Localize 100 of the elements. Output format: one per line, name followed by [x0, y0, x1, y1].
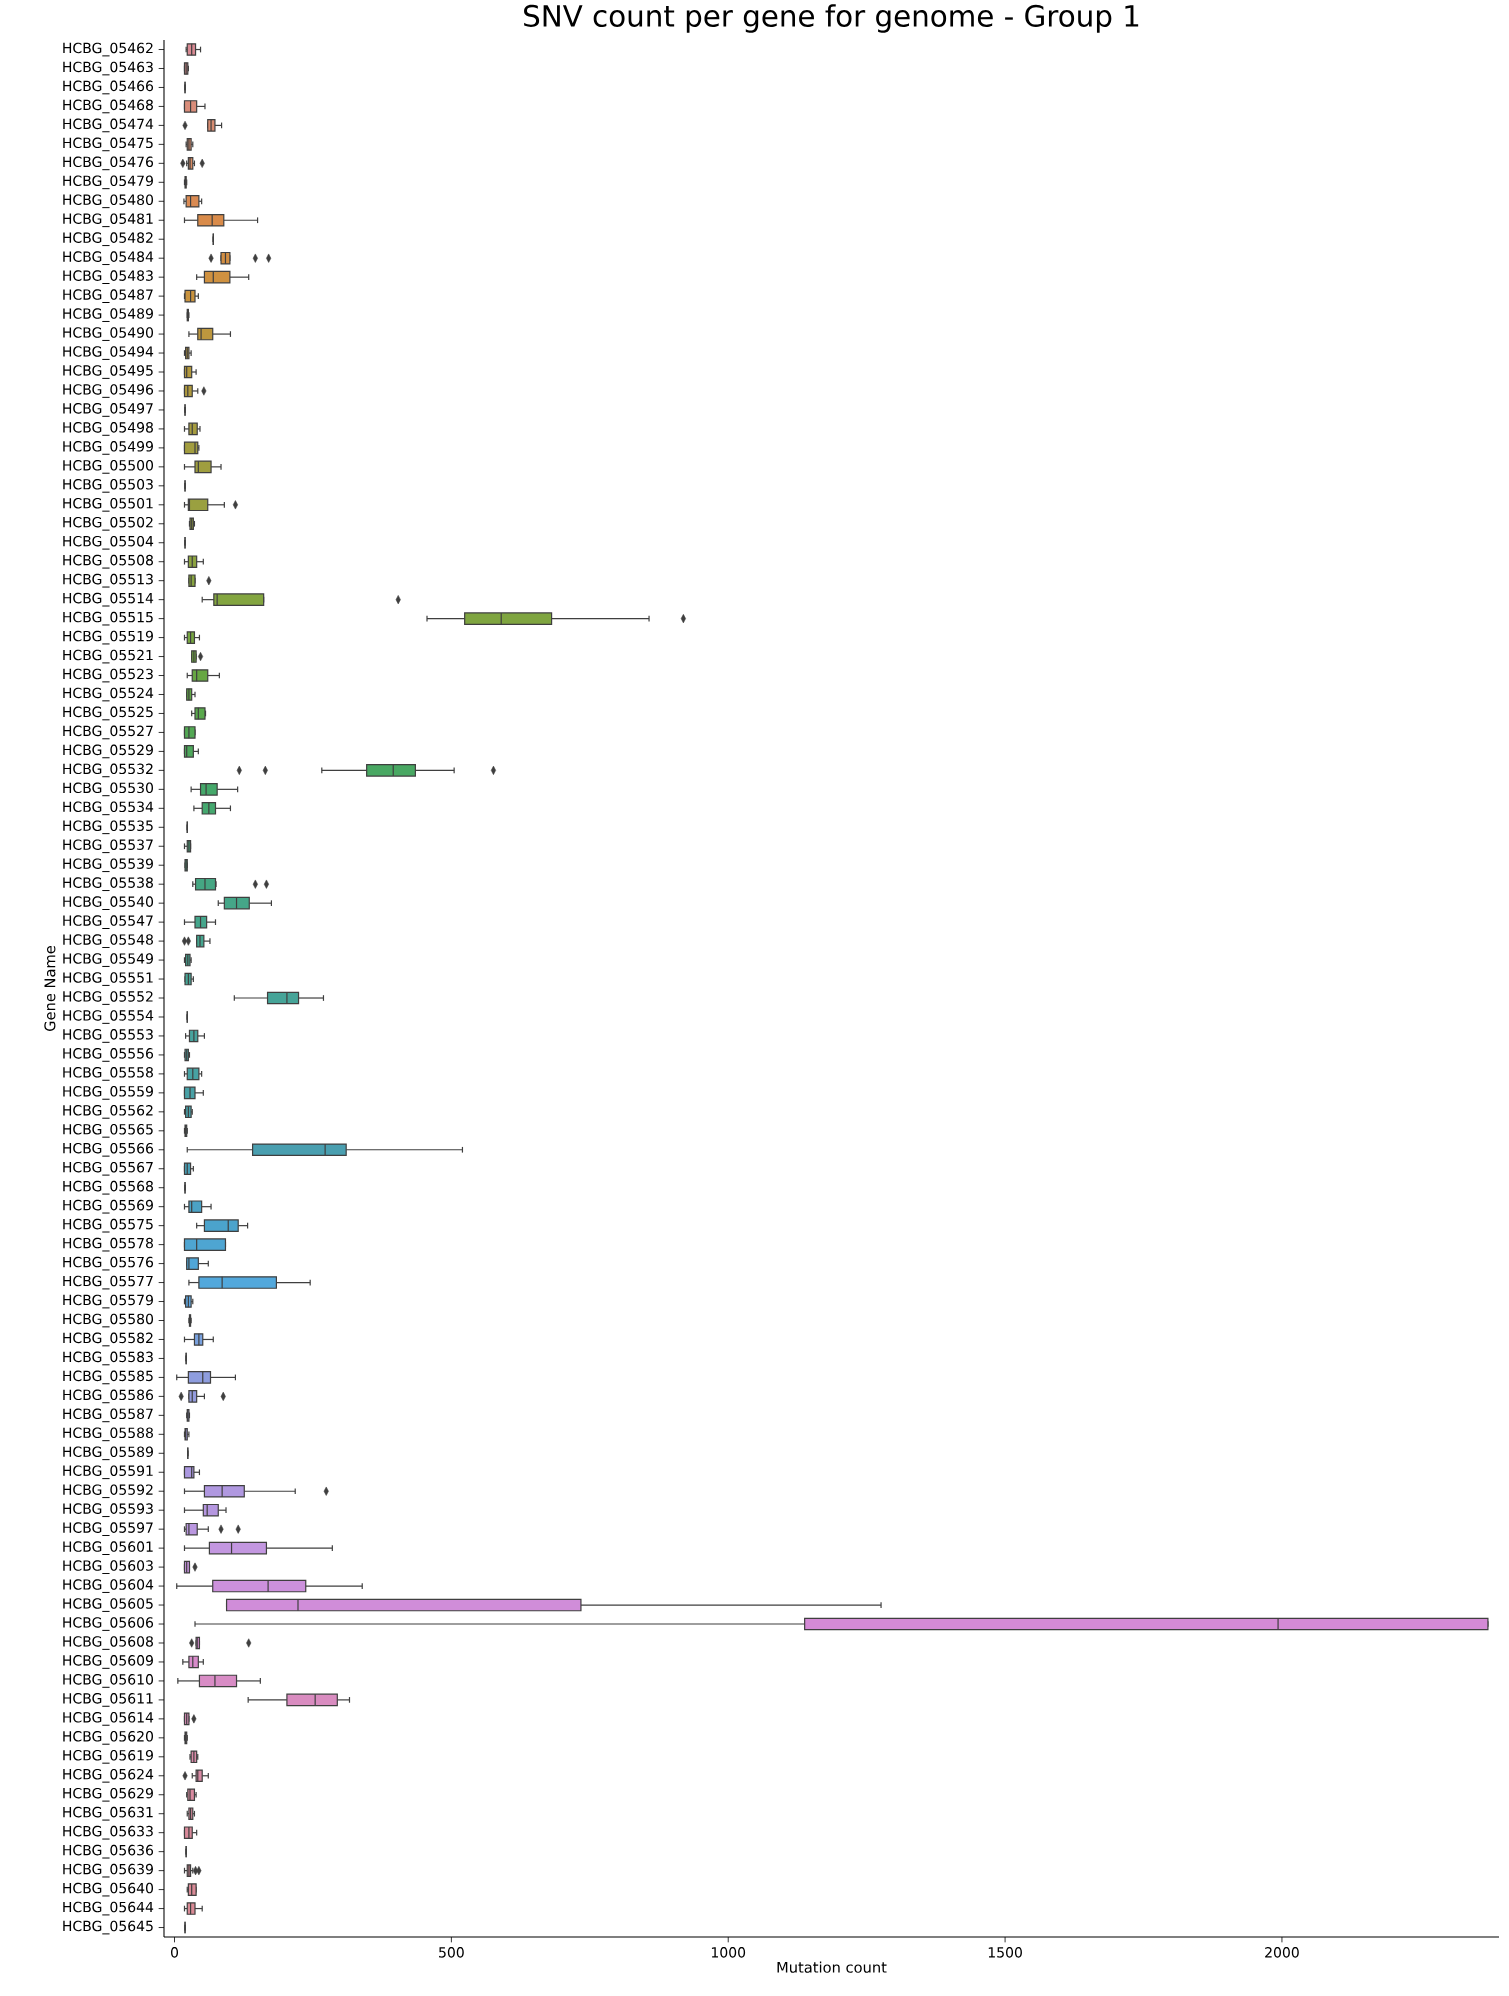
y-tick-label: HCBG_05468	[63, 99, 153, 114]
chart-title: SNV count per gene for genome - Group 1	[524, 4, 1139, 33]
y-tick-label: HCBG_05614	[63, 1712, 154, 1726]
y-tick-label: HCBG_05556	[63, 1048, 154, 1062]
y-tick-label: HCBG_05495	[63, 365, 153, 379]
y-tick-label: HCBG_05569	[63, 1199, 153, 1214]
y-tick-label: HCBG_05605	[63, 1598, 153, 1612]
y-tick-label: HCBG_05535	[63, 820, 153, 835]
y-tick-label: HCBG_05611	[63, 1693, 153, 1707]
y-tick-label: HCBG_05483	[63, 270, 153, 285]
y-tick-label: HCBG_05534	[63, 801, 154, 816]
y-tick-label: HCBG_05633	[63, 1825, 153, 1840]
y-tick-label: HCBG_05540	[63, 896, 154, 911]
y-tick-label: HCBG_05484	[63, 251, 154, 266]
y-tick-label: HCBG_05575	[63, 1218, 153, 1233]
y-tick-label: HCBG_05609	[63, 1655, 153, 1669]
y-tick-label: HCBG_05562	[63, 1104, 153, 1119]
y-tick-label: HCBG_05521	[63, 649, 153, 664]
y-tick-label: HCBG_05482	[63, 232, 153, 247]
y-tick-label: HCBG_05480	[63, 194, 154, 209]
x-tick-label: 1500	[988, 1947, 1022, 1958]
y-tick-label: HCBG_05585	[63, 1370, 153, 1385]
y-tick-label: HCBG_05497	[63, 403, 153, 417]
y-tick-label: HCBG_05624	[63, 1768, 154, 1783]
y-tick-label: HCBG_05586	[63, 1389, 154, 1404]
y-tick-label: HCBG_05591	[63, 1465, 153, 1480]
y-tick-label: HCBG_05500	[63, 460, 154, 474]
y-tick-label: HCBG_05494	[63, 346, 154, 360]
y-tick-label: HCBG_05514	[63, 592, 154, 607]
y-tick-label: HCBG_05558	[63, 1067, 153, 1081]
y-tick-label: HCBG_05629	[63, 1787, 153, 1802]
y-tick-label: HCBG_05530	[63, 782, 154, 797]
y-tick-label: HCBG_05529	[63, 744, 153, 759]
y-tick-label: HCBG_05474	[63, 118, 154, 133]
x-tick-label: 0	[170, 1947, 179, 1958]
x-tick-label: 500	[439, 1947, 464, 1958]
y-tick-label: HCBG_05566	[63, 1142, 154, 1157]
y-tick-label: HCBG_05476	[63, 156, 154, 171]
y-tick-label: HCBG_05525	[63, 706, 153, 721]
y-tick-label: HCBG_05592	[63, 1484, 153, 1499]
y-tick-label: HCBG_05515	[63, 611, 153, 626]
y-tick-label: HCBG_05583	[63, 1351, 153, 1366]
y-tick-label: HCBG_05504	[63, 535, 154, 550]
y-tick-label: HCBG_05604	[63, 1579, 154, 1593]
y-tick-label: HCBG_05490	[63, 327, 154, 341]
x-tick-label: 2000	[1265, 1947, 1299, 1958]
x-tick-label: 1000	[711, 1947, 746, 1958]
y-tick-label: HCBG_05466	[63, 80, 154, 95]
y-tick-label: HCBG_05580	[63, 1313, 154, 1328]
y-tick-label: HCBG_05496	[63, 384, 154, 398]
y-tick-label: HCBG_05489	[63, 308, 153, 322]
y-tick-label: HCBG_05475	[63, 137, 153, 152]
y-tick-label: HCBG_05548	[63, 934, 153, 948]
y-tick-label: HCBG_05565	[63, 1123, 153, 1138]
y-tick-label: HCBG_05579	[63, 1294, 153, 1309]
y-tick-label: HCBG_05519	[63, 630, 153, 645]
y-tick-label: HCBG_05597	[63, 1522, 153, 1537]
y-tick-label: HCBG_05532	[63, 763, 153, 778]
y-tick-label: HCBG_05577	[63, 1275, 153, 1290]
y-tick-label: HCBG_05576	[63, 1256, 154, 1271]
y-tick-label: HCBG_05502	[63, 516, 153, 531]
y-tick-label: HCBG_05640	[63, 1882, 154, 1897]
y-tick-label: HCBG_05636	[63, 1844, 154, 1859]
y-tick-label: HCBG_05608	[63, 1636, 153, 1650]
y-tick-label: HCBG_05524	[63, 687, 154, 702]
y-tick-label: HCBG_05554	[63, 1010, 154, 1024]
y-tick-label: HCBG_05582	[63, 1332, 153, 1347]
x-axis-title: Mutation count	[777, 1961, 887, 1973]
y-tick-label: HCBG_05567	[63, 1161, 153, 1176]
y-tick-label: HCBG_05498	[63, 422, 153, 436]
y-tick-label: HCBG_05603	[63, 1560, 153, 1574]
y-tick-label: HCBG_05551	[63, 972, 153, 986]
y-tick-label: HCBG_05479	[63, 175, 153, 190]
y-tick-label: HCBG_05508	[63, 554, 153, 569]
y-tick-label: HCBG_05631	[63, 1806, 153, 1821]
y-tick-label: HCBG_05568	[63, 1180, 153, 1195]
y-tick-label: HCBG_05499	[63, 441, 153, 455]
y-tick-label: HCBG_05552	[63, 991, 153, 1005]
y-tick-label: HCBG_05539	[63, 858, 153, 873]
y-tick-label: HCBG_05538	[63, 877, 153, 892]
y-tick-label: HCBG_05601	[63, 1541, 153, 1555]
y-axis-title: Gene Name	[44, 946, 56, 1032]
y-tick-label: HCBG_05523	[63, 668, 153, 683]
y-tick-label: HCBG_05537	[63, 839, 153, 854]
y-tick-label: HCBG_05593	[63, 1503, 153, 1518]
y-tick-label: HCBG_05610	[63, 1674, 154, 1688]
y-tick-label: HCBG_05481	[63, 213, 153, 228]
y-tick-label: HCBG_05620	[63, 1730, 154, 1745]
y-tick-label: HCBG_05559	[63, 1086, 153, 1100]
y-tick-label: HCBG_05503	[63, 478, 153, 493]
y-tick-label: HCBG_05619	[63, 1749, 153, 1764]
y-tick-label: HCBG_05513	[63, 573, 153, 588]
y-tick-label: HCBG_05589	[63, 1446, 153, 1461]
y-tick-label: HCBG_05644	[63, 1901, 154, 1916]
y-tick-label: HCBG_05606	[63, 1617, 154, 1631]
y-tick-label: HCBG_05645	[63, 1920, 153, 1935]
y-tick-label: HCBG_05588	[63, 1427, 153, 1442]
y-tick-label: HCBG_05553	[63, 1029, 153, 1043]
y-tick-label: HCBG_05463	[63, 61, 153, 76]
y-tick-label: HCBG_05578	[63, 1237, 153, 1252]
